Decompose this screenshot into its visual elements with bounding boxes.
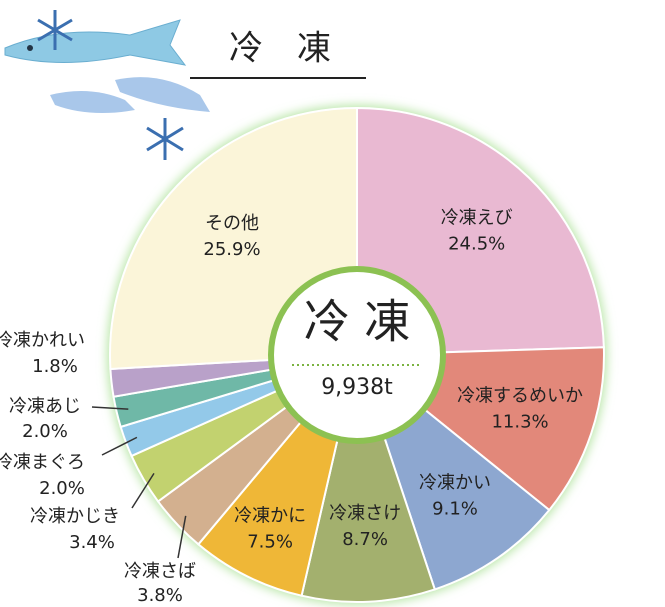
slice-label: 冷凍かじき	[30, 506, 120, 527]
value-label: 9.1%	[432, 498, 478, 519]
slice-label: 冷凍あじ	[9, 396, 81, 417]
value-label: 2.0%	[39, 478, 85, 499]
value-label: 11.3%	[491, 412, 548, 433]
center-title: 冷 凍	[304, 295, 411, 349]
slice-label: 冷凍さけ	[329, 503, 401, 524]
value-label: 1.8%	[32, 356, 78, 377]
value-label: 7.5%	[247, 532, 293, 553]
slice-label: その他	[205, 213, 259, 234]
value-label: 3.4%	[69, 532, 115, 553]
slice-label: 冷凍かい	[419, 472, 491, 493]
value-label: 25.9%	[203, 239, 260, 260]
center-value: 9,938t	[321, 375, 393, 400]
value-label: 8.7%	[342, 529, 388, 550]
leader-line	[101, 436, 138, 456]
slice-label: 冷凍えび	[441, 207, 513, 228]
slice-label: 冷凍かれい	[0, 330, 85, 351]
value-label: 3.8%	[137, 585, 183, 606]
slice-label: 冷凍するめいか	[457, 386, 583, 407]
slice-label: 冷凍かに	[234, 506, 306, 527]
chart-title: 冷 凍	[229, 29, 331, 69]
slice-label: 冷凍まぐろ	[0, 452, 85, 473]
slice-label: 冷凍さば	[124, 561, 196, 582]
value-label: 2.0%	[22, 421, 68, 442]
center-circle	[268, 266, 446, 444]
leader-line	[131, 472, 155, 509]
value-label: 24.5%	[448, 233, 505, 254]
slice	[300, 351, 437, 603]
decoration	[4, 10, 210, 160]
leader-line	[177, 515, 187, 559]
leader-line	[91, 406, 129, 410]
